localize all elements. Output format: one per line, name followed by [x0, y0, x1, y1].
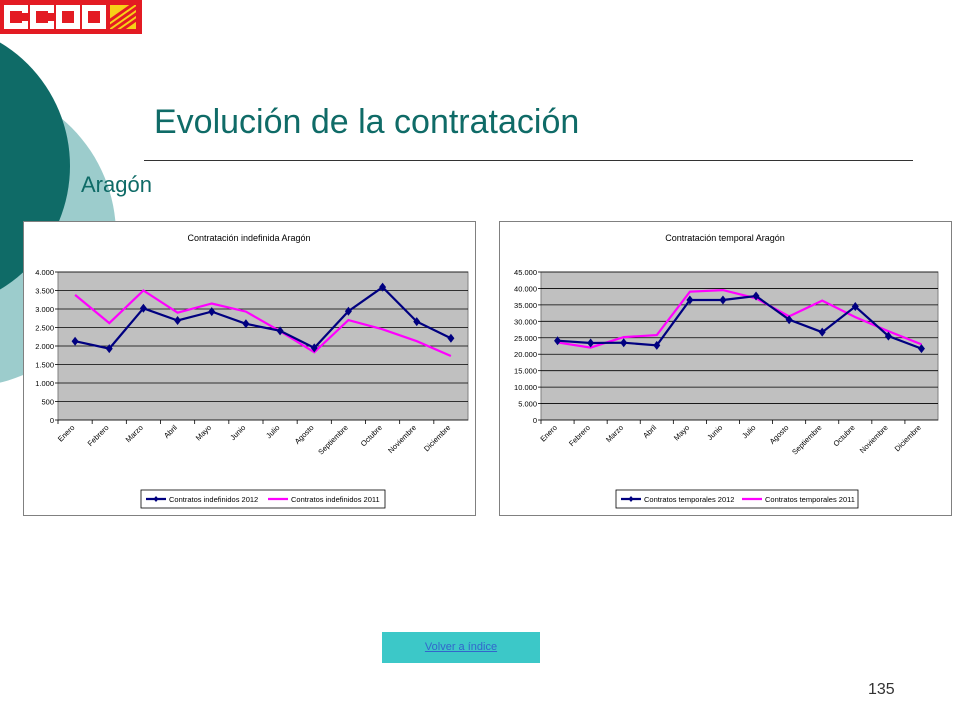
- data-point-2012: [208, 307, 216, 317]
- y-tick-label: 2.500: [35, 324, 54, 333]
- region-subtitle: Aragón: [81, 172, 152, 197]
- logo-letter-c: [30, 5, 54, 29]
- y-tick-label: 2.000: [35, 342, 54, 351]
- x-tick-label: Noviembre: [858, 423, 890, 455]
- legend-label: Contratos temporales 2011: [765, 495, 855, 504]
- y-tick-label: 3.500: [35, 287, 54, 296]
- x-tick-label: Junio: [705, 423, 724, 442]
- x-tick-label: Enero: [56, 423, 77, 444]
- chart-title: Contratación temporal Aragón: [665, 233, 785, 243]
- data-point-2012: [413, 317, 421, 327]
- data-point-2012: [851, 302, 859, 312]
- y-tick-label: 3.000: [35, 305, 54, 314]
- x-tick-label: Febrero: [86, 423, 111, 448]
- x-tick-label: Noviembre: [386, 423, 418, 455]
- logo-letter-c: [4, 5, 28, 29]
- ccoo-logo: [0, 0, 142, 34]
- y-tick-label: 1.500: [35, 361, 54, 370]
- series-line-2012: [74, 285, 452, 350]
- x-tick-label: Octubre: [831, 423, 856, 448]
- data-point-2012: [653, 340, 661, 350]
- x-tick-label: Septiembre: [790, 423, 823, 456]
- y-tick-label: 500: [41, 398, 54, 407]
- legend-label: Contratos temporales 2012: [644, 495, 734, 504]
- data-point-2012: [686, 295, 694, 305]
- legend-label: Contratos indefinidos 2011: [291, 495, 380, 504]
- y-tick-label: 25.000: [514, 334, 537, 343]
- data-point-2012: [719, 295, 727, 305]
- x-tick-label: Junio: [228, 423, 247, 442]
- logo-letter-o: [56, 5, 80, 29]
- y-tick-label: 5.000: [518, 400, 537, 409]
- data-point-2012: [379, 282, 387, 292]
- data-point-2012: [310, 343, 318, 353]
- y-tick-label: 35.000: [514, 301, 537, 310]
- x-tick-label: Abril: [162, 423, 179, 440]
- data-point-2012: [447, 333, 455, 343]
- x-tick-label: Enero: [538, 423, 559, 444]
- y-tick-label: 15.000: [514, 367, 537, 376]
- x-tick-label: Abril: [641, 423, 658, 440]
- data-point-2012: [917, 344, 925, 354]
- x-tick-label: Marzo: [124, 423, 145, 444]
- x-tick-label: Febrero: [567, 423, 592, 448]
- legend-box: [615, 489, 859, 509]
- title-divider: [144, 160, 913, 161]
- logo-letter-o: [82, 5, 106, 29]
- y-tick-label: 30.000: [514, 317, 537, 326]
- chart-temporal-svg: Contratación temporal Aragón 0 5.000 10.000…: [514, 233, 939, 509]
- y-tick-label: 1.000: [35, 379, 54, 388]
- plot-area: [540, 271, 939, 421]
- page-number: 135: [868, 681, 895, 698]
- y-tick-label: 20.000: [514, 350, 537, 359]
- y-tick-label: 0: [533, 416, 537, 425]
- legend-label: Contratos indefinidos 2012: [169, 495, 258, 504]
- data-point-2012: [105, 344, 113, 354]
- x-tick-label: Diciembre: [422, 423, 452, 453]
- chart-title: Contratación indefinida Aragón: [187, 233, 310, 243]
- y-tick-label: 40.000: [514, 284, 537, 293]
- data-point-2012: [620, 338, 628, 348]
- x-tick-label: Julio: [740, 423, 757, 440]
- x-tick-label: Agosto: [293, 423, 316, 446]
- page-title: Evolución de la contratación: [154, 103, 580, 141]
- data-point-2012: [276, 326, 284, 336]
- y-tick-label: 0: [50, 416, 54, 425]
- data-point-2012: [344, 306, 352, 316]
- data-point-2012: [752, 291, 760, 301]
- y-tick-label: 4.000: [35, 268, 54, 277]
- data-point-2012: [174, 315, 182, 325]
- legend-marker: [153, 496, 159, 502]
- x-tick-label: Mayo: [194, 423, 213, 442]
- data-point-2012: [884, 331, 892, 341]
- y-tick-label: 45.000: [514, 268, 537, 277]
- data-point-2012: [242, 319, 250, 329]
- data-point-2012: [71, 336, 79, 346]
- x-tick-label: Marzo: [604, 423, 625, 444]
- series-line-2011: [557, 288, 922, 349]
- chart-indefinida: Contratación indefinida Aragón 0 500 1.000 1…: [23, 221, 476, 516]
- aragon-flag-icon: [110, 5, 136, 29]
- x-tick-label: Agosto: [768, 423, 791, 446]
- series-line-2011: [74, 289, 452, 358]
- data-point-2012: [785, 315, 793, 325]
- data-point-2012: [587, 338, 595, 348]
- back-to-index-button[interactable]: Volver a índice: [382, 632, 540, 663]
- data-point-2012: [139, 303, 147, 313]
- chart-temporal: Contratación temporal Aragón 0 5.000 10.000…: [499, 221, 952, 516]
- data-point-2012: [554, 336, 562, 346]
- legend-box: [140, 489, 386, 509]
- x-tick-label: Diciembre: [893, 423, 923, 453]
- x-tick-label: Septiembre: [316, 423, 349, 456]
- x-tick-label: Julio: [264, 423, 281, 440]
- chart-indefinida-svg: Contratación indefinida Aragón 0 500 1.000 1…: [35, 233, 469, 509]
- y-tick-label: 10.000: [514, 383, 537, 392]
- x-tick-label: Octubre: [359, 423, 384, 448]
- series-line-2012: [557, 294, 922, 350]
- data-point-2012: [818, 327, 826, 337]
- legend-marker: [628, 496, 634, 502]
- x-tick-label: Mayo: [672, 423, 691, 442]
